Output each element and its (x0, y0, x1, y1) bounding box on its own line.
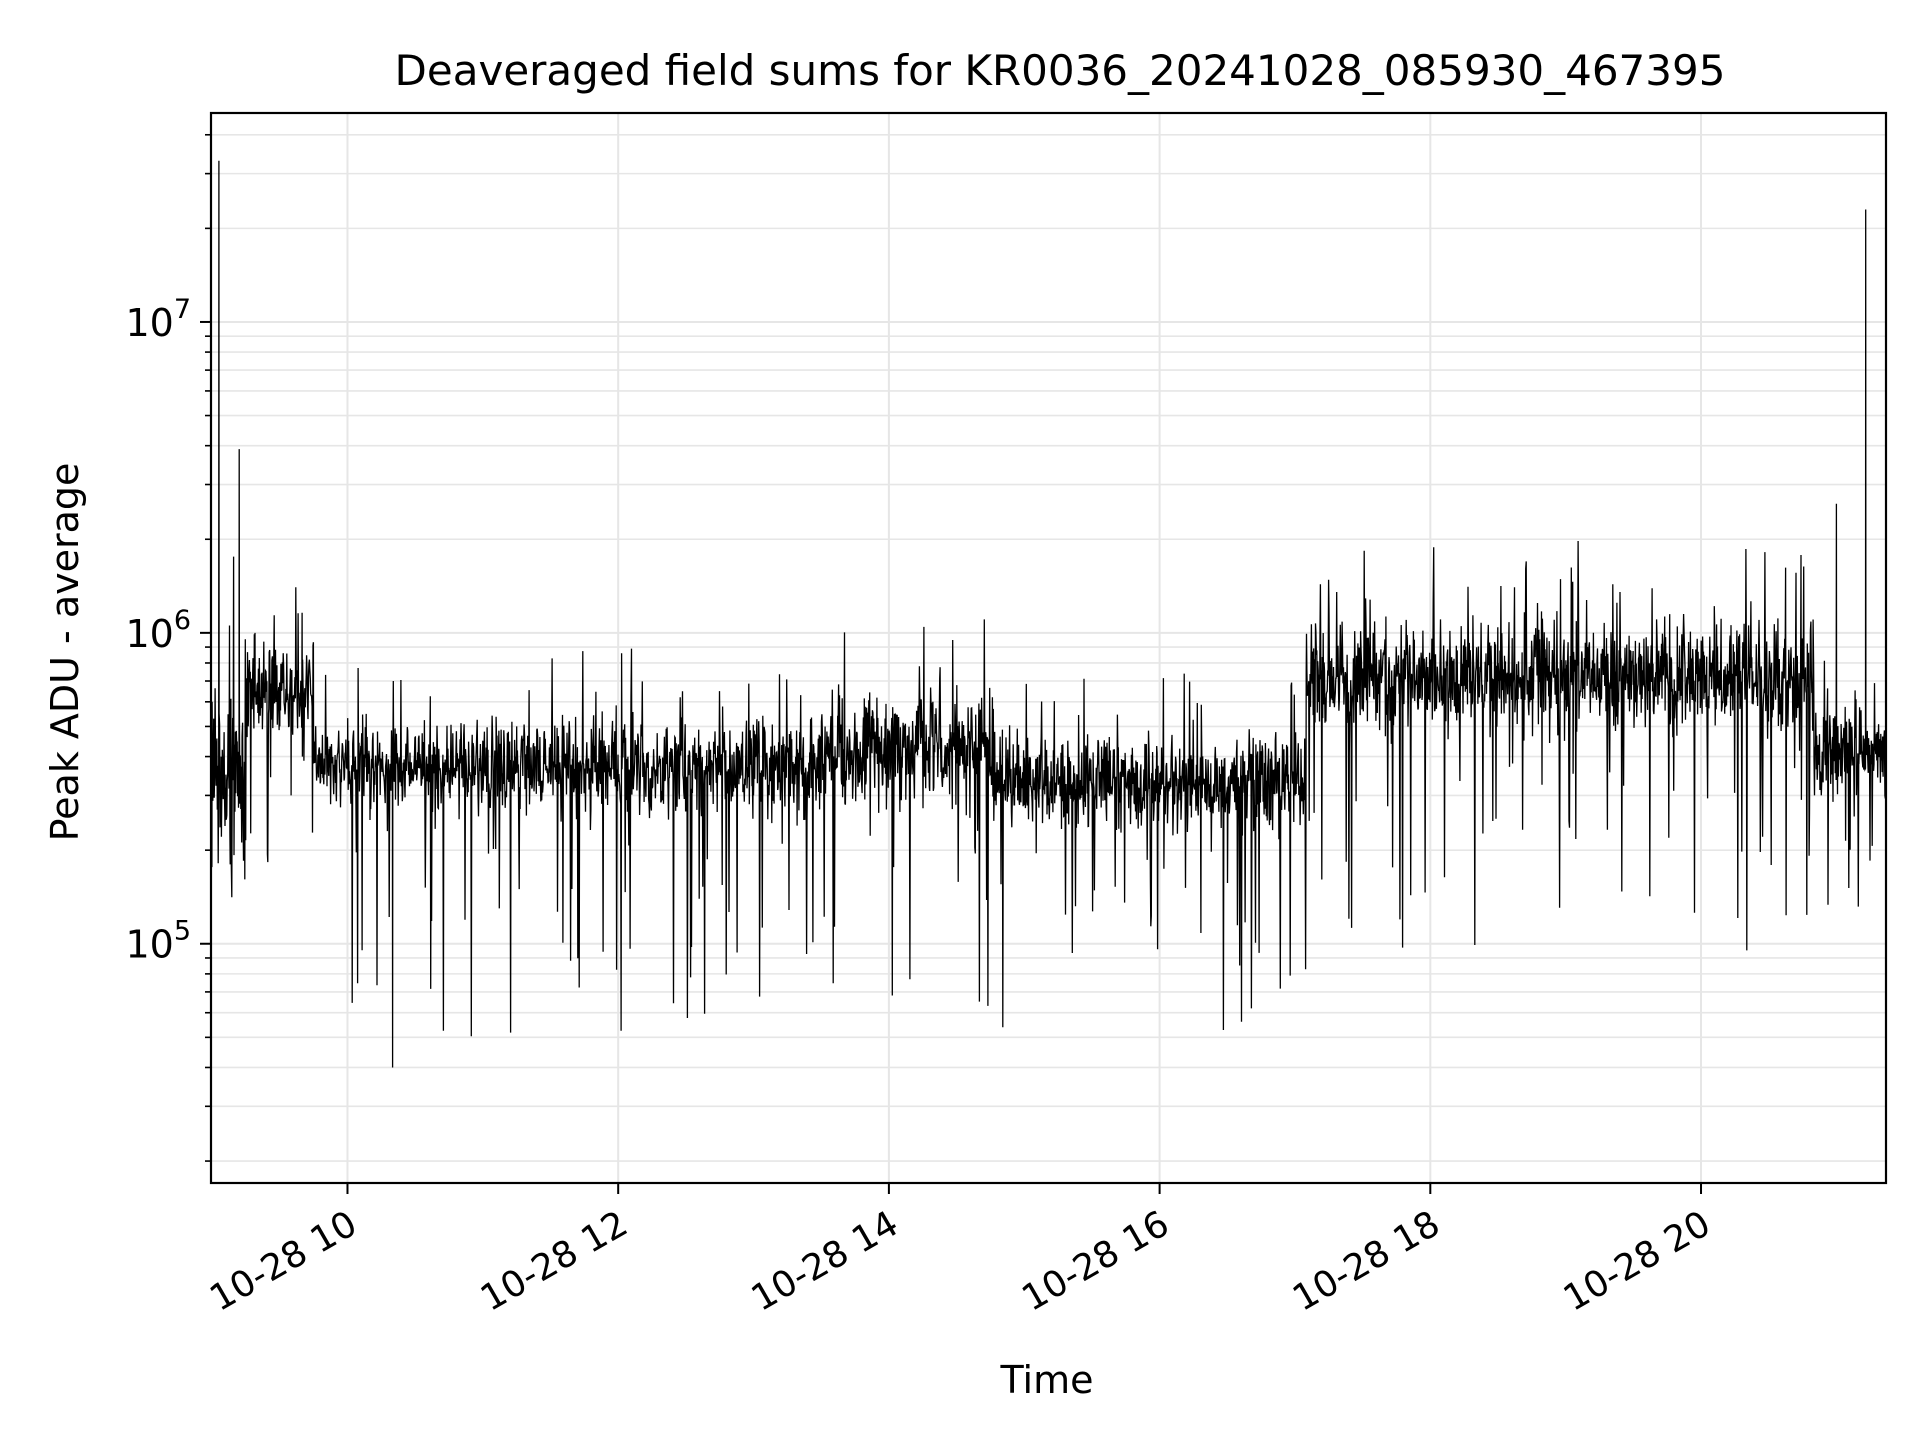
chart-title: Deaveraged field sums for KR0036_2024102… (395, 46, 1726, 95)
y-tick-label-base: 10 (125, 612, 173, 656)
series-line (211, 160, 1886, 1068)
y-tick-label: 105 (125, 916, 191, 967)
y-tick-label-exponent: 7 (174, 294, 191, 325)
y-tick-label-exponent: 5 (174, 916, 191, 947)
y-tick-label-exponent: 6 (174, 605, 191, 636)
plot-frame (209, 111, 1888, 1185)
x-axis-label: Time (1000, 1358, 1094, 1402)
y-axis-label: Peak ADU - average (43, 463, 87, 842)
y-tick-label-base: 10 (125, 301, 173, 345)
y-tick-label: 107 (125, 294, 191, 345)
data-layer (211, 160, 1886, 1068)
y-tick-label: 106 (125, 605, 191, 656)
y-tick-label-base: 10 (125, 923, 173, 967)
